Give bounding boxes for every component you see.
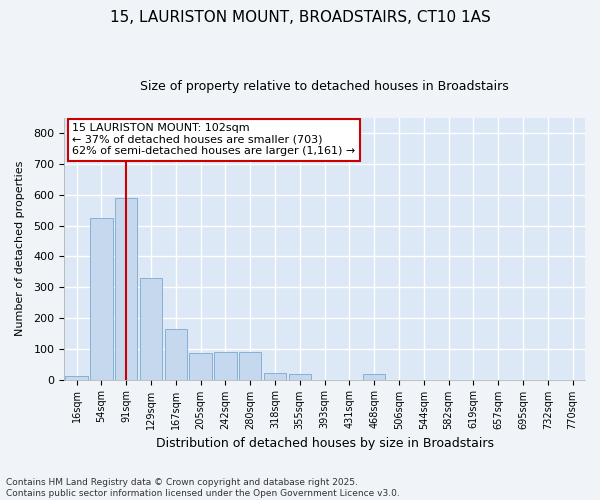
Text: 15, LAURISTON MOUNT, BROADSTAIRS, CT10 1AS: 15, LAURISTON MOUNT, BROADSTAIRS, CT10 1… (110, 10, 490, 25)
Bar (90, 218, 113, 380)
Bar (164, 329, 187, 380)
Title: Size of property relative to detached houses in Broadstairs: Size of property relative to detached ho… (140, 80, 509, 93)
Bar (289, 374, 311, 380)
Text: 15 LAURISTON MOUNT: 102sqm
← 37% of detached houses are smaller (703)
62% of sem: 15 LAURISTON MOUNT: 102sqm ← 37% of deta… (72, 123, 355, 156)
Text: Contains HM Land Registry data © Crown copyright and database right 2025.
Contai: Contains HM Land Registry data © Crown c… (6, 478, 400, 498)
Bar (214, 352, 236, 380)
Bar (115, 198, 137, 380)
Bar (140, 278, 162, 380)
Bar (65, 376, 88, 380)
Bar (363, 374, 385, 380)
Bar (264, 374, 286, 380)
X-axis label: Distribution of detached houses by size in Broadstairs: Distribution of detached houses by size … (155, 437, 494, 450)
Bar (190, 354, 212, 380)
Y-axis label: Number of detached properties: Number of detached properties (15, 161, 25, 336)
Bar (239, 352, 262, 380)
